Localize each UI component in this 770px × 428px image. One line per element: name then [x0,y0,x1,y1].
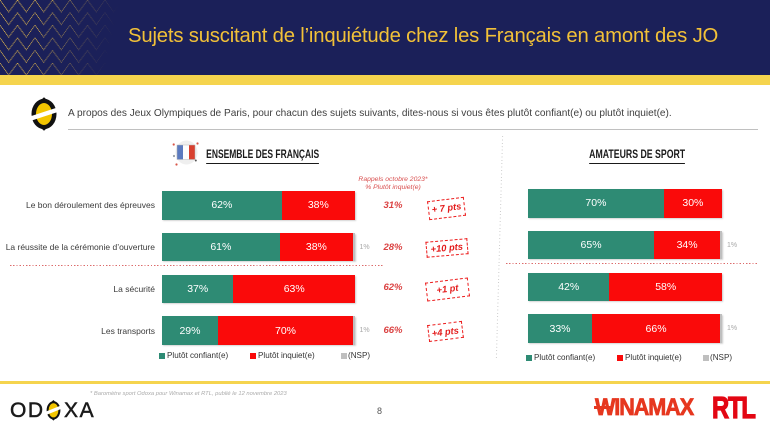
svg-text:OD: OD [10,399,45,422]
svg-text:XA: XA [64,399,95,422]
